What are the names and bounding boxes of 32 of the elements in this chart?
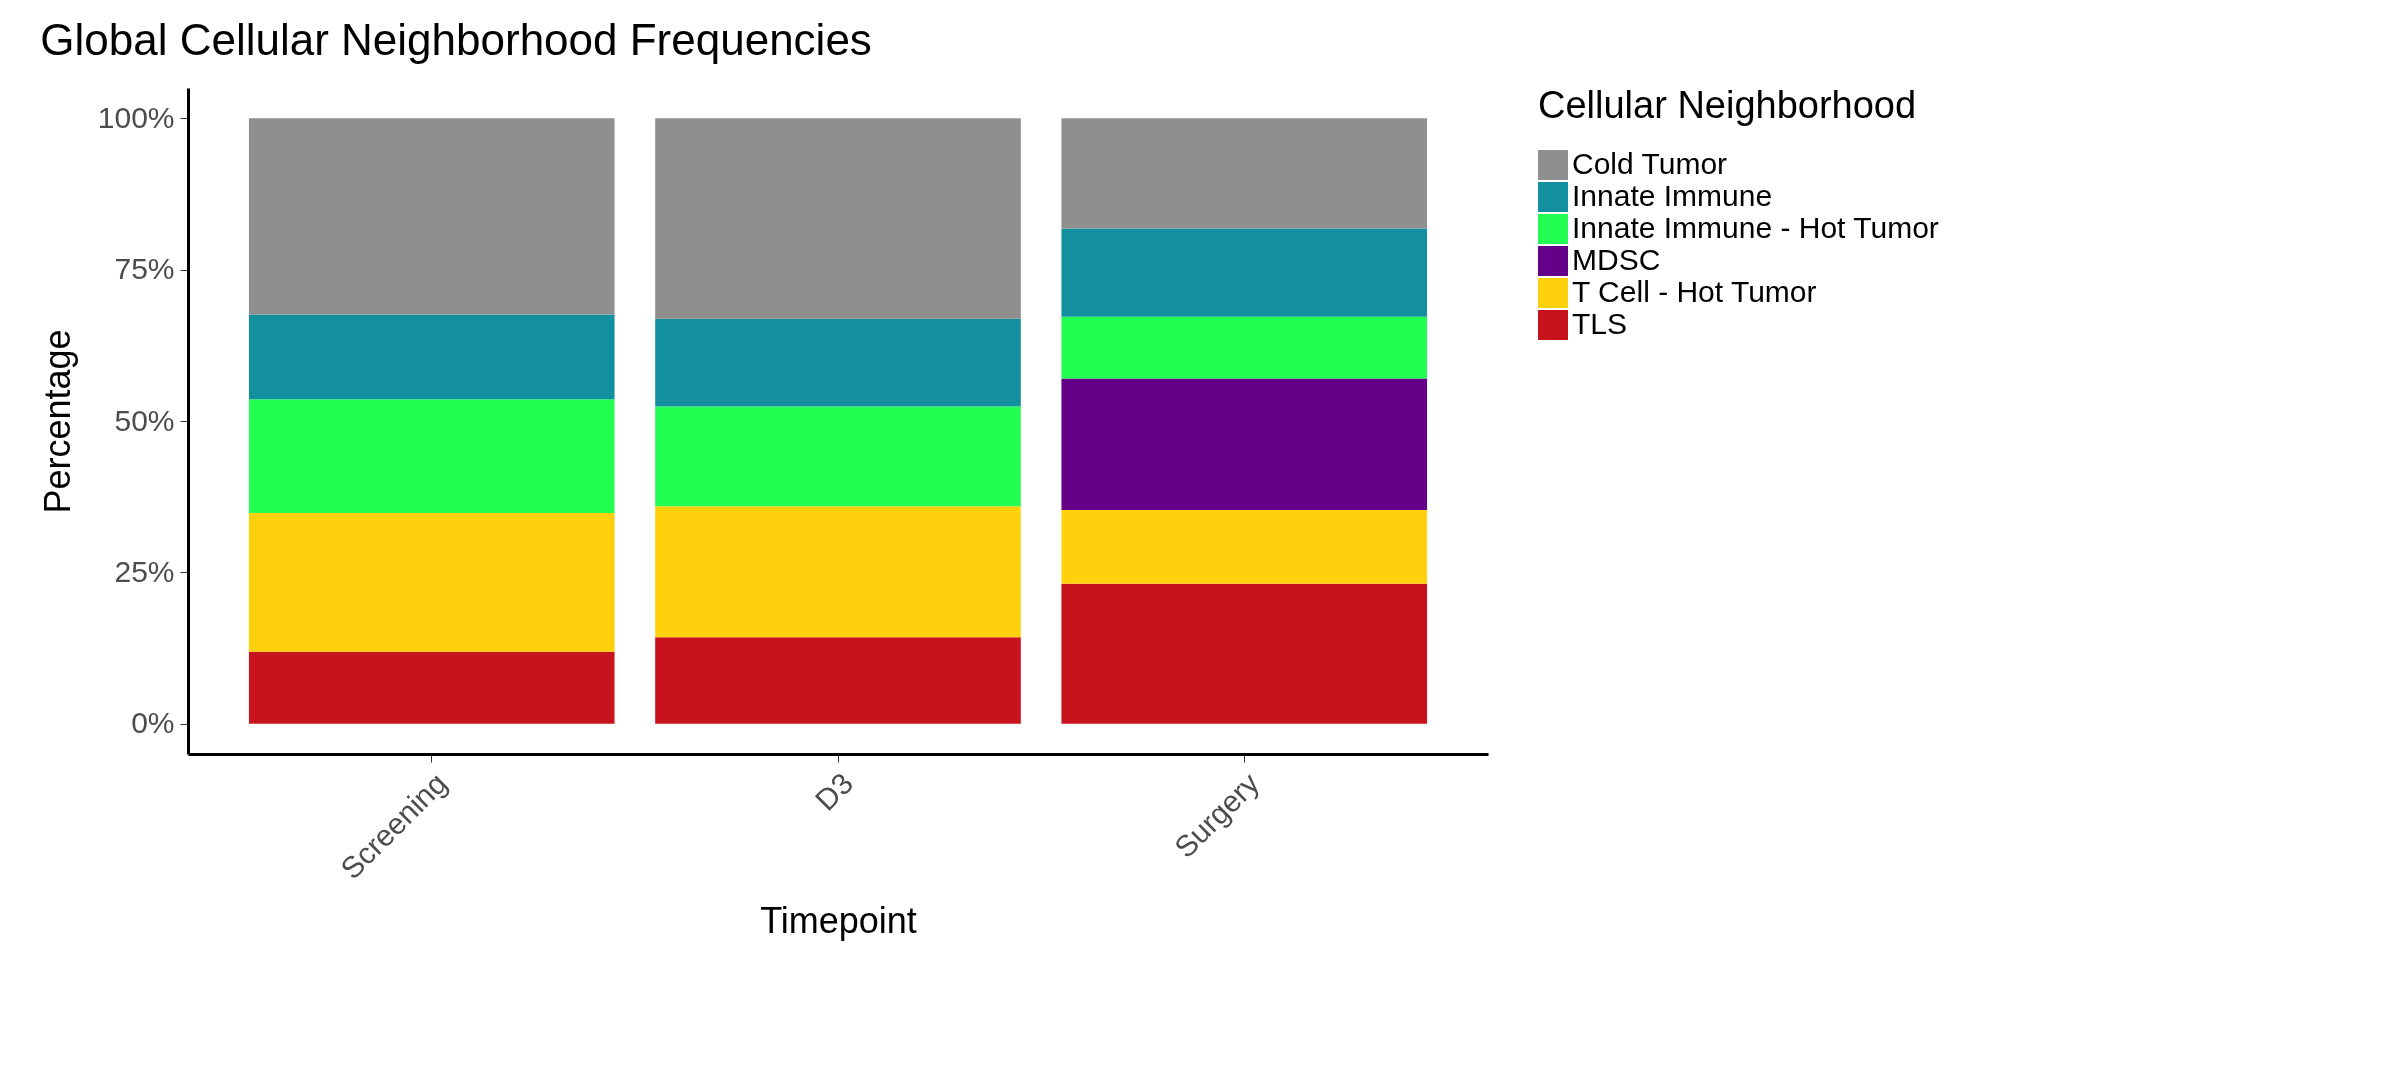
legend-title: Cellular Neighborhood	[1538, 84, 1917, 126]
bar	[1061, 118, 1428, 229]
x-axis-title: Timepoint	[760, 900, 917, 942]
legend-label: Innate Immune - Hot Tumor	[1572, 211, 1939, 244]
bar	[248, 314, 615, 400]
bar	[1061, 228, 1428, 317]
legend-label: TLS	[1572, 307, 1628, 340]
chart-title: Global Cellular Neighborhood Frequencies	[40, 15, 872, 64]
y-tick-label: 50%	[114, 403, 175, 437]
y-tick-label: 75%	[114, 252, 175, 286]
y-tick-label: 0%	[131, 706, 175, 740]
bar	[248, 118, 615, 315]
bar	[655, 318, 1021, 407]
y-tick-label: 100%	[97, 100, 175, 134]
bar	[655, 118, 1021, 319]
y-tick-label: 25%	[114, 554, 175, 588]
y-axis-title: Percentage	[36, 329, 78, 514]
bar	[655, 506, 1021, 638]
bar	[1061, 583, 1428, 724]
bar	[655, 637, 1021, 724]
bar	[655, 406, 1021, 507]
bar	[1061, 378, 1428, 510]
legend-label: Innate Immune	[1572, 179, 1773, 212]
bar	[1061, 316, 1428, 379]
legend-label: T Cell - Hot Tumor	[1572, 275, 1817, 308]
bar	[248, 651, 615, 724]
bar	[248, 399, 615, 514]
bar	[248, 513, 615, 652]
x-tick-label: D3	[808, 766, 860, 817]
bar	[1061, 510, 1428, 584]
legend-label: Cold Tumor	[1572, 147, 1728, 180]
legend-label: MDSC	[1572, 243, 1661, 276]
